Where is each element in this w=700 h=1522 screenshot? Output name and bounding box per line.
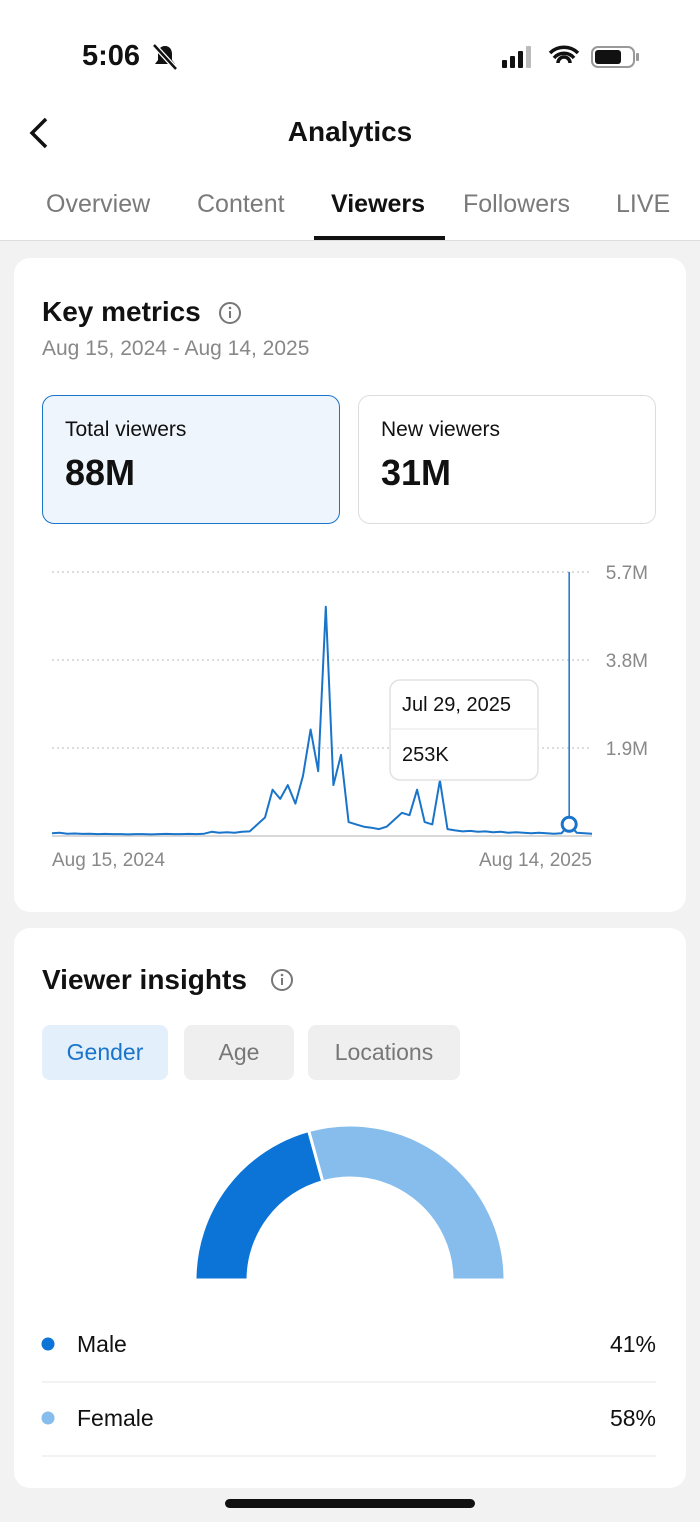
key-metrics-card xyxy=(14,258,686,912)
date-range: Aug 15, 2024 - Aug 14, 2025 xyxy=(42,337,310,360)
metric-card[interactable]: Total viewers 88M xyxy=(42,395,340,524)
legend-value: 41% xyxy=(610,1331,656,1357)
donut-segment xyxy=(193,1128,325,1282)
line-series xyxy=(51,605,593,836)
status-icons xyxy=(502,45,639,68)
metric-card[interactable]: New viewers 31M xyxy=(358,395,656,524)
back-button[interactable] xyxy=(26,116,52,150)
home-indicator xyxy=(225,1499,475,1508)
legend-label: Female xyxy=(77,1405,154,1431)
y-tick-label: 1.9M xyxy=(606,739,648,760)
highlight-point xyxy=(560,815,578,833)
tab[interactable]: Overview xyxy=(46,190,151,218)
metric-label: Total viewers xyxy=(65,418,187,441)
y-tick-label: 5.7M xyxy=(606,563,648,584)
page-title: Analytics xyxy=(287,116,413,147)
legend-value: 58% xyxy=(610,1405,656,1431)
info-icon[interactable] xyxy=(218,301,242,325)
tooltip-date: Jul 29, 2025 xyxy=(402,694,511,716)
donut-segment xyxy=(306,1123,507,1282)
status-time: 5:06 xyxy=(82,40,141,72)
tooltip-box xyxy=(389,679,539,781)
mute-icon xyxy=(152,43,178,71)
section-title: Viewer insights xyxy=(42,964,247,995)
filter-pill[interactable]: Locations xyxy=(308,1025,460,1080)
filter-pill[interactable]: Age xyxy=(184,1025,294,1080)
y-tick-label: 3.8M xyxy=(606,651,648,672)
metric-value: 31M xyxy=(381,452,452,493)
legend-dot xyxy=(41,1337,55,1351)
metric-value: 88M xyxy=(65,452,136,493)
tab[interactable]: LIVE xyxy=(616,190,671,218)
top-bar xyxy=(0,0,700,241)
tab[interactable]: Followers xyxy=(463,190,570,218)
viewer-insights-card xyxy=(14,928,686,1488)
tab[interactable]: Content xyxy=(197,190,285,218)
info-icon[interactable] xyxy=(270,968,294,992)
x-tick-label: Aug 14, 2025 xyxy=(479,850,592,871)
legend-label: Male xyxy=(77,1331,127,1357)
tooltip-value: 253K xyxy=(402,744,449,766)
x-tick-label: Aug 15, 2024 xyxy=(52,850,165,871)
metric-label: New viewers xyxy=(381,418,501,441)
tab-underline xyxy=(314,236,445,240)
legend-dot xyxy=(41,1411,55,1425)
tab[interactable]: Viewers xyxy=(331,190,426,218)
filter-pill[interactable]: Gender xyxy=(42,1025,168,1080)
section-title: Key metrics xyxy=(42,296,201,327)
